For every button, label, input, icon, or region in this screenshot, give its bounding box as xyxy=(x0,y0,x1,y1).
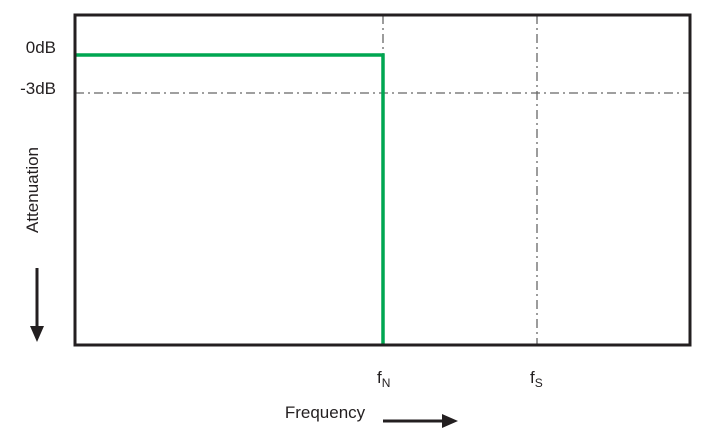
x-label-subscript: S xyxy=(535,376,543,390)
y-label: 0dB xyxy=(26,38,56,57)
x-label-base: f xyxy=(530,368,535,387)
x-axis-label: Frequency xyxy=(285,403,366,422)
x-label: fS xyxy=(530,368,543,390)
x-label-base: f xyxy=(377,368,382,387)
x-label: fN xyxy=(377,368,390,390)
right-arrow-head xyxy=(442,414,458,428)
y-label: -3dB xyxy=(20,79,56,98)
down-arrow-head xyxy=(30,326,44,342)
plot-frame xyxy=(73,13,692,347)
x-label-subscript: N xyxy=(382,376,391,390)
y-axis-label: Attenuation xyxy=(23,147,42,233)
filter-response xyxy=(75,53,385,345)
